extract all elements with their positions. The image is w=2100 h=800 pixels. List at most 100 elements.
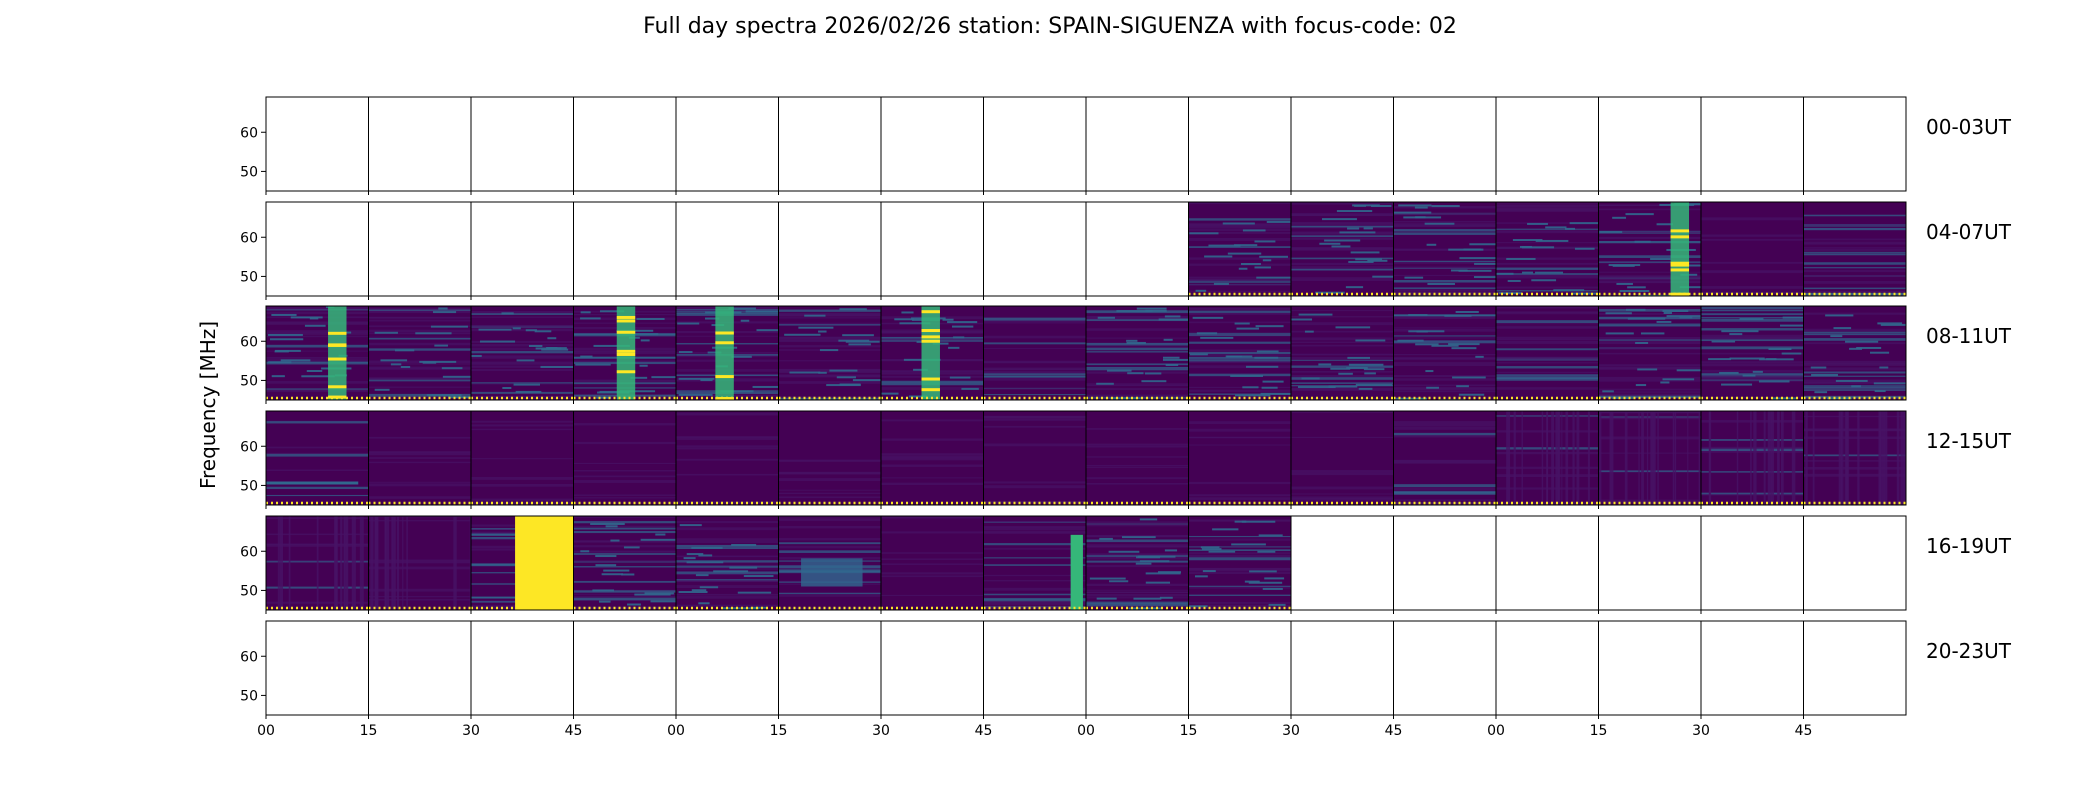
spectra-panel bbox=[1495, 201, 1599, 300]
spectra-panel bbox=[675, 620, 779, 719]
spectra-panel bbox=[368, 305, 472, 404]
spectra-panel bbox=[983, 515, 1087, 614]
row-time-label: 16-19UT bbox=[1926, 534, 2012, 558]
spectra-panel bbox=[1393, 96, 1497, 195]
spectra-panel bbox=[778, 620, 882, 719]
spectra-row: 60 50 16-19UT bbox=[240, 515, 2012, 614]
spectra-panel bbox=[675, 96, 779, 195]
x-tick-label: 15 bbox=[1180, 723, 1198, 739]
y-tick-label: 50 bbox=[240, 478, 258, 494]
panel-grid: 60 50 00-03UT 60 50 04-07UT 60 50 08-11UT 60 50 12-… bbox=[240, 96, 2012, 719]
y-tick-label: 60 bbox=[240, 544, 258, 560]
x-tick-label: 45 bbox=[565, 723, 583, 739]
x-tick-label: 00 bbox=[667, 723, 685, 739]
row-time-label: 04-07UT bbox=[1926, 220, 2012, 244]
spectra-panel bbox=[1085, 620, 1189, 719]
spectra-panel bbox=[675, 201, 779, 300]
spectra-panel bbox=[1803, 620, 1907, 719]
spectra-panel bbox=[1495, 96, 1599, 195]
y-tick-label: 60 bbox=[240, 439, 258, 455]
spectra-panel bbox=[778, 410, 882, 509]
spectra-panel bbox=[1700, 96, 1804, 195]
spectra-panel bbox=[778, 305, 882, 404]
spectra-panel bbox=[1393, 410, 1497, 509]
spectra-panel bbox=[1188, 305, 1292, 404]
spectra-panel bbox=[1188, 96, 1292, 195]
spectra-panel bbox=[1598, 515, 1702, 614]
spectra-panel bbox=[265, 515, 369, 614]
spectra-panel bbox=[1393, 515, 1497, 614]
spectra-panel bbox=[983, 305, 1087, 404]
spectra-panel bbox=[1188, 515, 1292, 614]
y-tick-label: 50 bbox=[240, 688, 258, 704]
spectra-panel bbox=[470, 515, 574, 614]
spectra-panel bbox=[1085, 410, 1189, 509]
spectra-panel bbox=[1290, 305, 1394, 404]
spectra-panel bbox=[1495, 305, 1599, 404]
spectra-panel bbox=[573, 96, 677, 195]
spectra-panel bbox=[983, 410, 1087, 509]
spectra-panel bbox=[265, 96, 369, 195]
y-tick-label: 60 bbox=[240, 125, 258, 141]
spectra-panel bbox=[1085, 515, 1189, 614]
spectra-row: 60 50 00-03UT bbox=[240, 96, 2012, 195]
row-time-label: 00-03UT bbox=[1926, 115, 2012, 139]
spectra-panel bbox=[1290, 96, 1394, 195]
spectra-row: 60 50 12-15UT bbox=[240, 410, 2012, 509]
spectra-panel bbox=[1188, 201, 1292, 300]
spectra-panel bbox=[1598, 620, 1702, 719]
spectra-panel bbox=[573, 620, 677, 719]
spectra-row: 60 50 08-11UT bbox=[240, 305, 2012, 404]
x-tick-label: 30 bbox=[462, 723, 480, 739]
spectra-panel bbox=[470, 620, 574, 719]
spectra-panel bbox=[1598, 96, 1702, 195]
y-axis-label: Frequency [MHz] bbox=[196, 321, 220, 489]
spectra-panel bbox=[1700, 201, 1804, 300]
spectra-panel bbox=[1393, 201, 1497, 300]
spectra-panel bbox=[265, 410, 369, 509]
spectra-panel bbox=[880, 620, 984, 719]
spectra-panel bbox=[470, 201, 574, 300]
spectra-panel bbox=[1700, 515, 1804, 614]
spectra-panel bbox=[1188, 620, 1292, 719]
spectra-panel bbox=[573, 515, 677, 614]
y-tick-label: 60 bbox=[240, 230, 258, 246]
spectra-panel bbox=[675, 515, 779, 614]
x-tick-label: 00 bbox=[257, 723, 275, 739]
spectra-panel bbox=[368, 201, 472, 300]
spectra-panel bbox=[265, 201, 369, 300]
y-tick-label: 50 bbox=[240, 583, 258, 599]
spectra-panel bbox=[983, 620, 1087, 719]
spectra-panel bbox=[1700, 620, 1804, 719]
spectra-panel bbox=[1803, 96, 1907, 195]
y-tick-label: 60 bbox=[240, 334, 258, 350]
y-tick-label: 50 bbox=[240, 373, 258, 389]
spectra-panel bbox=[983, 96, 1087, 195]
spectra-panel bbox=[1085, 96, 1189, 195]
spectra-panel bbox=[1290, 515, 1394, 614]
spectra-panel bbox=[265, 305, 369, 404]
row-time-label: 20-23UT bbox=[1926, 639, 2012, 663]
spectra-panel bbox=[573, 305, 677, 404]
spectra-panel bbox=[470, 305, 574, 404]
y-tick-label: 50 bbox=[240, 269, 258, 285]
x-tick-label: 45 bbox=[975, 723, 993, 739]
spectra-panel bbox=[880, 305, 984, 404]
row-time-label: 08-11UT bbox=[1926, 324, 2012, 348]
spectra-panel bbox=[470, 410, 574, 509]
spectra-panel bbox=[470, 96, 574, 195]
spectra-panel bbox=[1495, 515, 1599, 614]
spectra-panel bbox=[1803, 201, 1907, 300]
spectra-panel bbox=[1495, 620, 1599, 719]
spectra-panel bbox=[1803, 305, 1907, 404]
x-tick-label: 30 bbox=[872, 723, 890, 739]
spectra-panel bbox=[880, 410, 984, 509]
spectra-panel bbox=[880, 515, 984, 614]
spectra-panel bbox=[1290, 620, 1394, 719]
spectra-panel bbox=[1598, 305, 1702, 404]
spectra-panel bbox=[778, 201, 882, 300]
spectra-panel bbox=[1495, 410, 1599, 509]
spectra-panel bbox=[1085, 201, 1189, 300]
spectra-panel bbox=[778, 96, 882, 195]
